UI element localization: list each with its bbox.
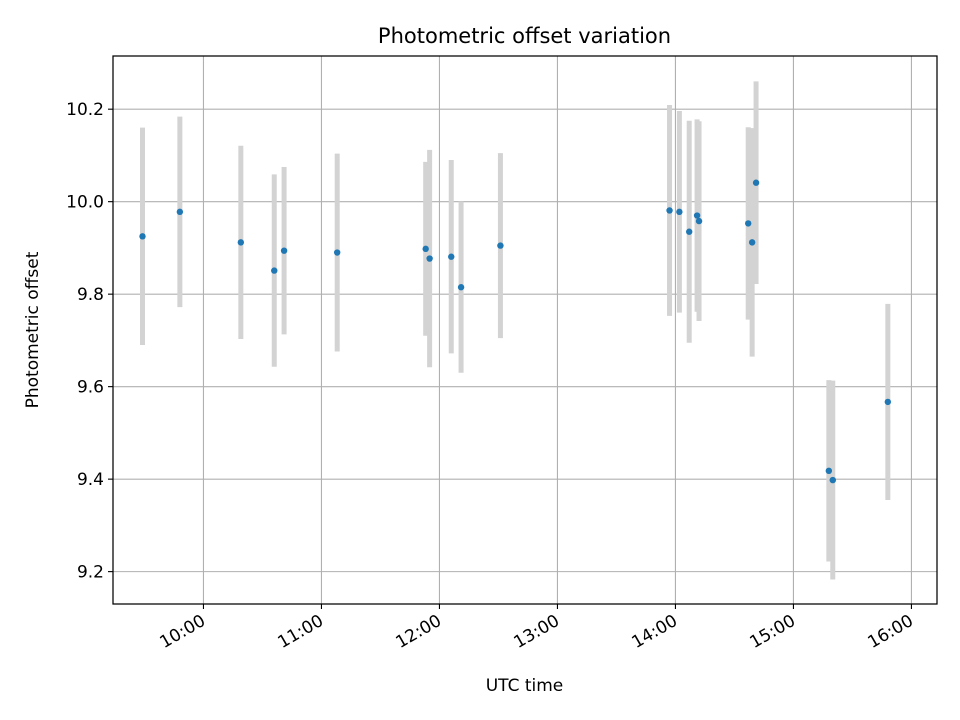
grid [113,56,937,604]
y-tick-label: 10.0 [66,193,104,213]
data-point [176,208,184,216]
y-axis-label: Photometric offset [23,251,43,408]
plot-frame [112,55,938,605]
data-point [426,255,433,262]
data-point [829,476,836,484]
markers [139,179,892,484]
y-tick-label: 9.4 [77,470,104,490]
data-point [825,467,833,475]
data-point [333,249,341,256]
data-point [497,242,504,249]
data-point [695,217,703,225]
data-point [745,220,752,227]
data-point [666,207,673,214]
data-point [271,267,278,274]
y-tick-label: 9.8 [77,285,104,305]
data-point [448,253,455,260]
data-point [139,233,146,240]
data-point [752,179,760,186]
data-point [748,239,756,246]
data-point [676,208,683,216]
x-axis-label: UTC time [486,676,564,696]
chart-title: Photometric offset variation [378,24,671,48]
data-point [686,228,693,235]
data-point [457,284,465,291]
data-point [884,398,892,406]
y-tick-label: 9.2 [77,563,104,583]
data-point [237,239,245,246]
data-point [280,247,288,254]
data-point [693,212,701,219]
y-tick-label: 10.2 [66,100,104,120]
y-axis: 9.2 9.4 9.6 9.8 10.0 10.2 [66,100,113,583]
y-tick-label: 9.6 [77,378,104,398]
data-point [422,245,429,253]
